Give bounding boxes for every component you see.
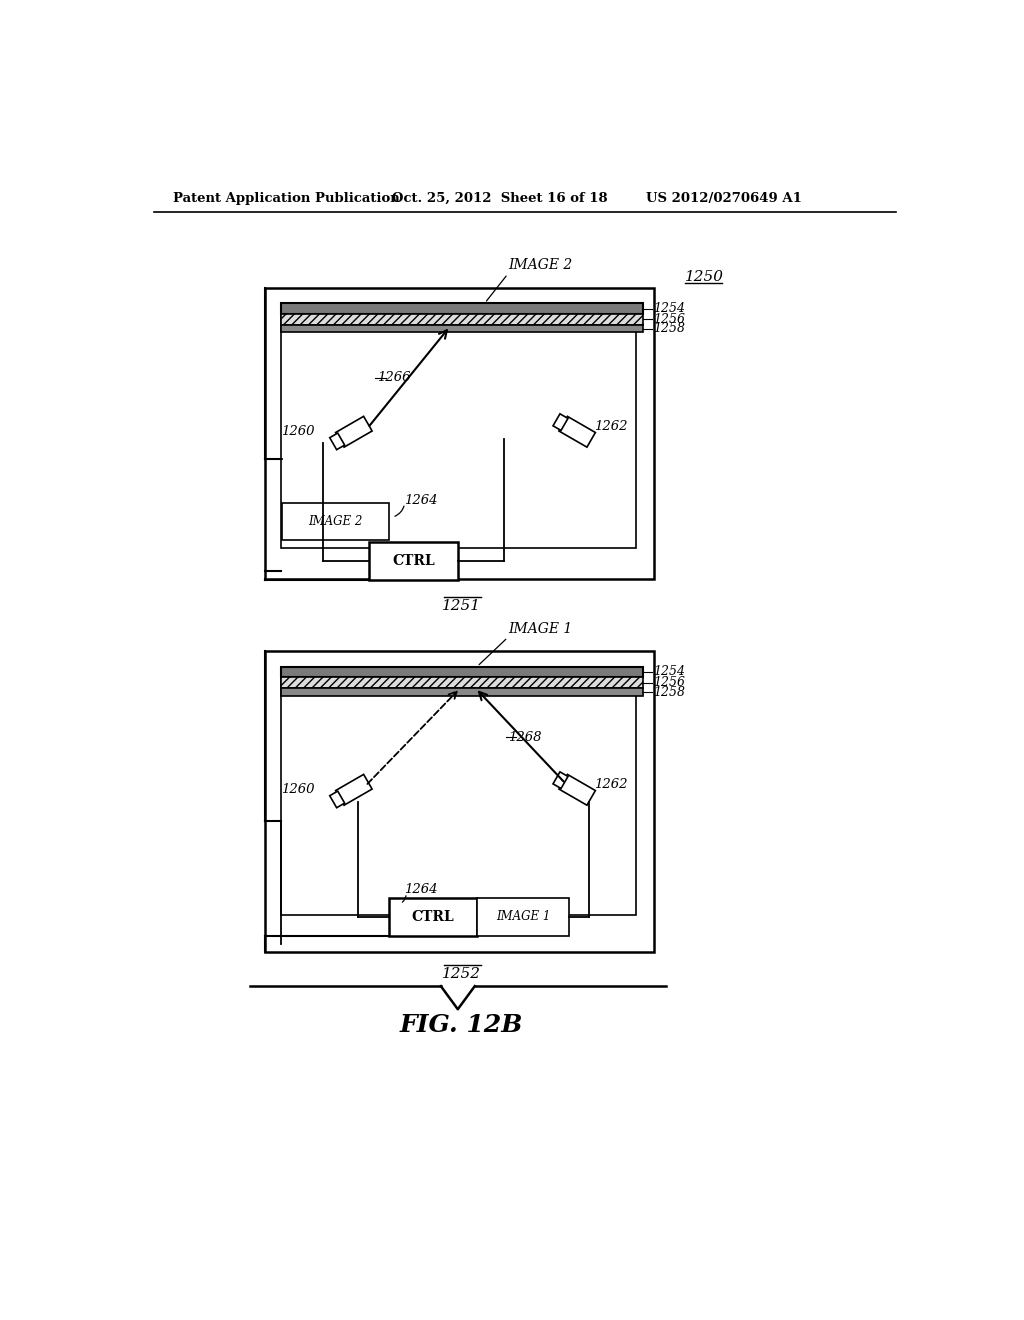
- Bar: [559, 775, 595, 805]
- Bar: [336, 416, 372, 447]
- Text: 1252: 1252: [442, 966, 481, 981]
- Text: 1262: 1262: [594, 777, 628, 791]
- Text: CTRL: CTRL: [392, 554, 435, 568]
- Text: 1262: 1262: [594, 420, 628, 433]
- Text: 1264: 1264: [403, 494, 437, 507]
- Text: 1260: 1260: [281, 783, 314, 796]
- Bar: [281, 667, 643, 677]
- Bar: [559, 416, 595, 447]
- Text: 1256: 1256: [653, 313, 685, 326]
- Bar: [370, 543, 458, 581]
- Bar: [336, 775, 372, 805]
- Text: CTRL: CTRL: [412, 909, 454, 924]
- Bar: [281, 667, 637, 915]
- Text: 1260: 1260: [281, 425, 314, 438]
- Text: FIG. 12B: FIG. 12B: [400, 1014, 523, 1038]
- Bar: [553, 413, 568, 430]
- Bar: [265, 651, 654, 952]
- Text: Patent Application Publication: Patent Application Publication: [173, 191, 399, 205]
- Text: 1254: 1254: [653, 302, 685, 315]
- Text: 1254: 1254: [653, 665, 685, 678]
- Bar: [477, 898, 569, 936]
- Bar: [281, 304, 637, 548]
- Bar: [281, 314, 643, 325]
- Bar: [281, 688, 643, 696]
- Text: IMAGE 2: IMAGE 2: [308, 515, 362, 528]
- Bar: [553, 772, 568, 788]
- Bar: [330, 791, 345, 808]
- Bar: [330, 433, 345, 450]
- Text: 1258: 1258: [653, 322, 685, 335]
- Bar: [283, 503, 388, 540]
- Bar: [281, 325, 643, 333]
- Text: IMAGE 2: IMAGE 2: [508, 259, 572, 272]
- Text: IMAGE 1: IMAGE 1: [496, 911, 551, 924]
- Text: Oct. 25, 2012  Sheet 16 of 18: Oct. 25, 2012 Sheet 16 of 18: [392, 191, 608, 205]
- Text: 1268: 1268: [508, 731, 542, 744]
- Text: 1250: 1250: [685, 271, 724, 284]
- Bar: [388, 898, 477, 936]
- Bar: [281, 304, 643, 314]
- Text: 1258: 1258: [653, 685, 685, 698]
- Text: US 2012/0270649 A1: US 2012/0270649 A1: [646, 191, 803, 205]
- Bar: [281, 677, 643, 688]
- Bar: [265, 288, 654, 579]
- Text: 1266: 1266: [377, 371, 411, 384]
- Text: IMAGE 1: IMAGE 1: [508, 622, 572, 636]
- Text: 1251: 1251: [442, 599, 481, 612]
- Text: 1264: 1264: [403, 883, 437, 896]
- Text: 1256: 1256: [653, 676, 685, 689]
